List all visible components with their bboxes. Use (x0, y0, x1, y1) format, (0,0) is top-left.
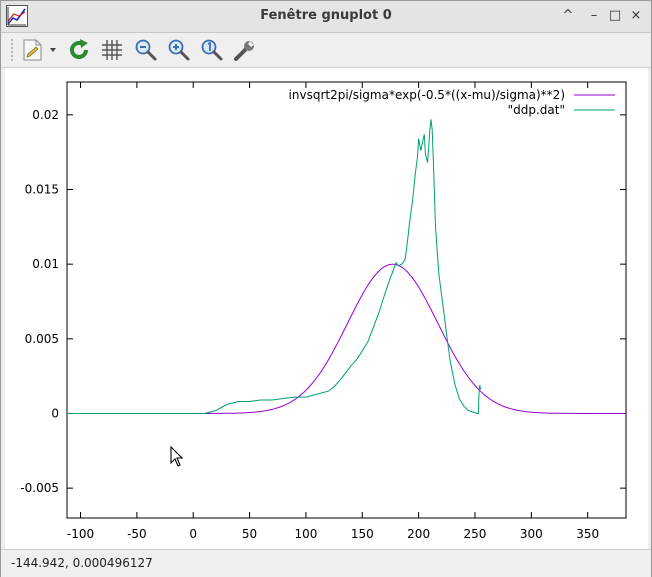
refresh-icon (70, 39, 88, 59)
toolbar-grip[interactable] (11, 39, 16, 61)
y-tick-label: 0 (51, 406, 59, 420)
y-tick-label: 0.005 (25, 332, 59, 346)
maximize-button[interactable]: □ (606, 7, 624, 25)
y-tick-label: 0.015 (25, 183, 59, 197)
cursor-coordinates: -144.942, 0.000496127 (11, 556, 153, 570)
document-export-icon (23, 39, 56, 61)
plot-border (66, 81, 627, 519)
zoom-reset-icon (201, 39, 223, 61)
y-tick-label: -0.005 (20, 481, 59, 495)
close-icon: × (630, 8, 642, 23)
unzoom-button[interactable] (198, 37, 226, 63)
x-tick-label: 300 (520, 527, 543, 541)
grid-icon (102, 40, 122, 60)
x-tick-label: 200 (407, 527, 430, 541)
status-bar: -144.942, 0.000496127 (1, 549, 651, 577)
x-tick-label: 0 (189, 527, 197, 541)
legend-label: invsqrt2pi/sigma*exp(-0.5*((x-mu)/sigma)… (289, 88, 565, 102)
legend-label: "ddp.dat" (508, 103, 565, 117)
x-tick-label: 100 (294, 527, 317, 541)
zoom-out-icon (135, 39, 157, 61)
zoom-next-button[interactable] (165, 37, 193, 63)
export-menu-button[interactable] (19, 37, 61, 63)
series-ddp-line (67, 119, 482, 414)
close-button[interactable]: × (627, 7, 645, 25)
window-title: Fenêtre gnuplot 0 (260, 8, 392, 23)
gnuplot-app-icon (6, 5, 28, 27)
plot-area[interactable]: -100 -50 0 50 100 150 200 250 300 350 -0.005 0 0.005… (5, 68, 648, 549)
chevron-up-icon: ^ (562, 8, 574, 23)
zoom-in-icon (168, 39, 190, 61)
shade-button[interactable]: ^ (559, 7, 577, 25)
y-tick-label: 0.01 (32, 257, 59, 271)
arrow-cursor-icon (170, 445, 184, 467)
x-tick-label: -50 (127, 527, 147, 541)
series-gaussian-line (67, 263, 626, 414)
x-tick-label: 50 (242, 527, 257, 541)
minimize-button[interactable]: – (585, 7, 603, 25)
mouse-pointer (170, 445, 184, 472)
x-tick-label: 150 (351, 527, 374, 541)
y-tick-label: 0.02 (32, 108, 59, 122)
toolbar (1, 33, 651, 68)
gnuplot-chart[interactable]: -100 -50 0 50 100 150 200 250 300 350 -0.005 0 0.005… (5, 68, 648, 549)
zoom-previous-button[interactable] (132, 37, 160, 63)
x-tick-label: 350 (576, 527, 599, 541)
minimize-icon: – (590, 8, 598, 23)
grid-button[interactable] (98, 37, 126, 63)
title-bar[interactable]: Fenêtre gnuplot 0 ^ – □ × (1, 1, 651, 33)
maximize-icon: □ (608, 8, 622, 23)
options-button[interactable] (231, 37, 259, 63)
wrench-icon (234, 41, 254, 61)
x-tick-label: 250 (464, 527, 487, 541)
x-tick-label: -100 (67, 527, 94, 541)
replot-button[interactable] (65, 37, 93, 63)
